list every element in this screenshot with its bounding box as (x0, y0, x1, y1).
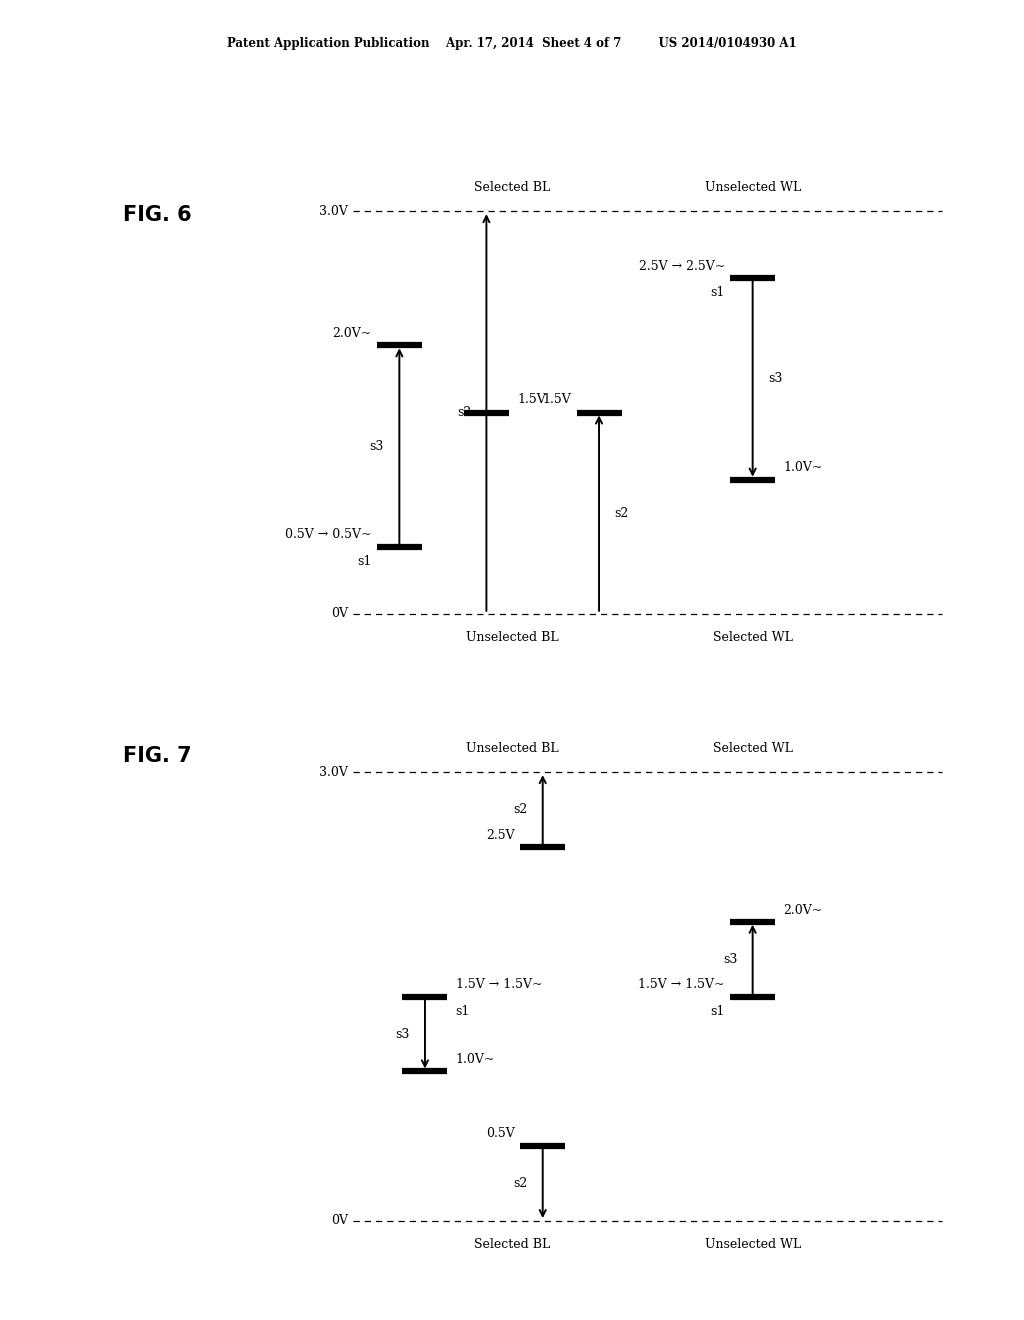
Text: Unselected BL: Unselected BL (466, 742, 558, 755)
Text: s2: s2 (513, 803, 527, 816)
Text: s3: s3 (723, 953, 737, 966)
Text: FIG. 7: FIG. 7 (123, 746, 191, 766)
Text: 2.0V~: 2.0V~ (333, 327, 372, 341)
Text: 3.0V: 3.0V (319, 205, 348, 218)
Text: Unselected WL: Unselected WL (705, 181, 801, 194)
Text: Selected WL: Selected WL (713, 742, 793, 755)
Text: 0.5V: 0.5V (486, 1126, 515, 1139)
Text: s1: s1 (711, 1005, 725, 1018)
Text: 0V: 0V (331, 607, 348, 620)
Text: 1.5V → 1.5V~: 1.5V → 1.5V~ (639, 978, 725, 991)
Text: Selected BL: Selected BL (474, 1238, 550, 1251)
Text: 1.0V~: 1.0V~ (456, 1053, 495, 1067)
Text: FIG. 6: FIG. 6 (123, 205, 191, 224)
Text: 2.5V → 2.5V~: 2.5V → 2.5V~ (639, 260, 725, 273)
Text: s3: s3 (395, 1027, 410, 1040)
Text: Selected WL: Selected WL (713, 631, 793, 644)
Text: Patent Application Publication    Apr. 17, 2014  Sheet 4 of 7         US 2014/01: Patent Application Publication Apr. 17, … (227, 37, 797, 50)
Text: 1.5V: 1.5V (543, 393, 571, 407)
Text: Selected BL: Selected BL (474, 181, 550, 194)
Text: s1: s1 (357, 554, 372, 568)
Text: s2: s2 (457, 407, 471, 418)
Text: 1.0V~: 1.0V~ (783, 461, 822, 474)
Text: 1.5V: 1.5V (517, 393, 546, 407)
Text: 2.5V: 2.5V (486, 829, 515, 842)
Text: s2: s2 (614, 507, 629, 520)
Text: s1: s1 (711, 286, 725, 300)
Text: 3.0V: 3.0V (319, 766, 348, 779)
Text: 1.5V → 1.5V~: 1.5V → 1.5V~ (456, 978, 542, 991)
Text: 0.5V → 0.5V~: 0.5V → 0.5V~ (286, 528, 372, 541)
Text: s3: s3 (768, 372, 782, 385)
Text: s3: s3 (370, 440, 384, 453)
Text: 0V: 0V (331, 1214, 348, 1228)
Text: Unselected WL: Unselected WL (705, 1238, 801, 1251)
Text: 2.0V~: 2.0V~ (783, 903, 822, 916)
Text: Unselected BL: Unselected BL (466, 631, 558, 644)
Text: s2: s2 (513, 1177, 527, 1191)
Text: s1: s1 (456, 1005, 470, 1018)
